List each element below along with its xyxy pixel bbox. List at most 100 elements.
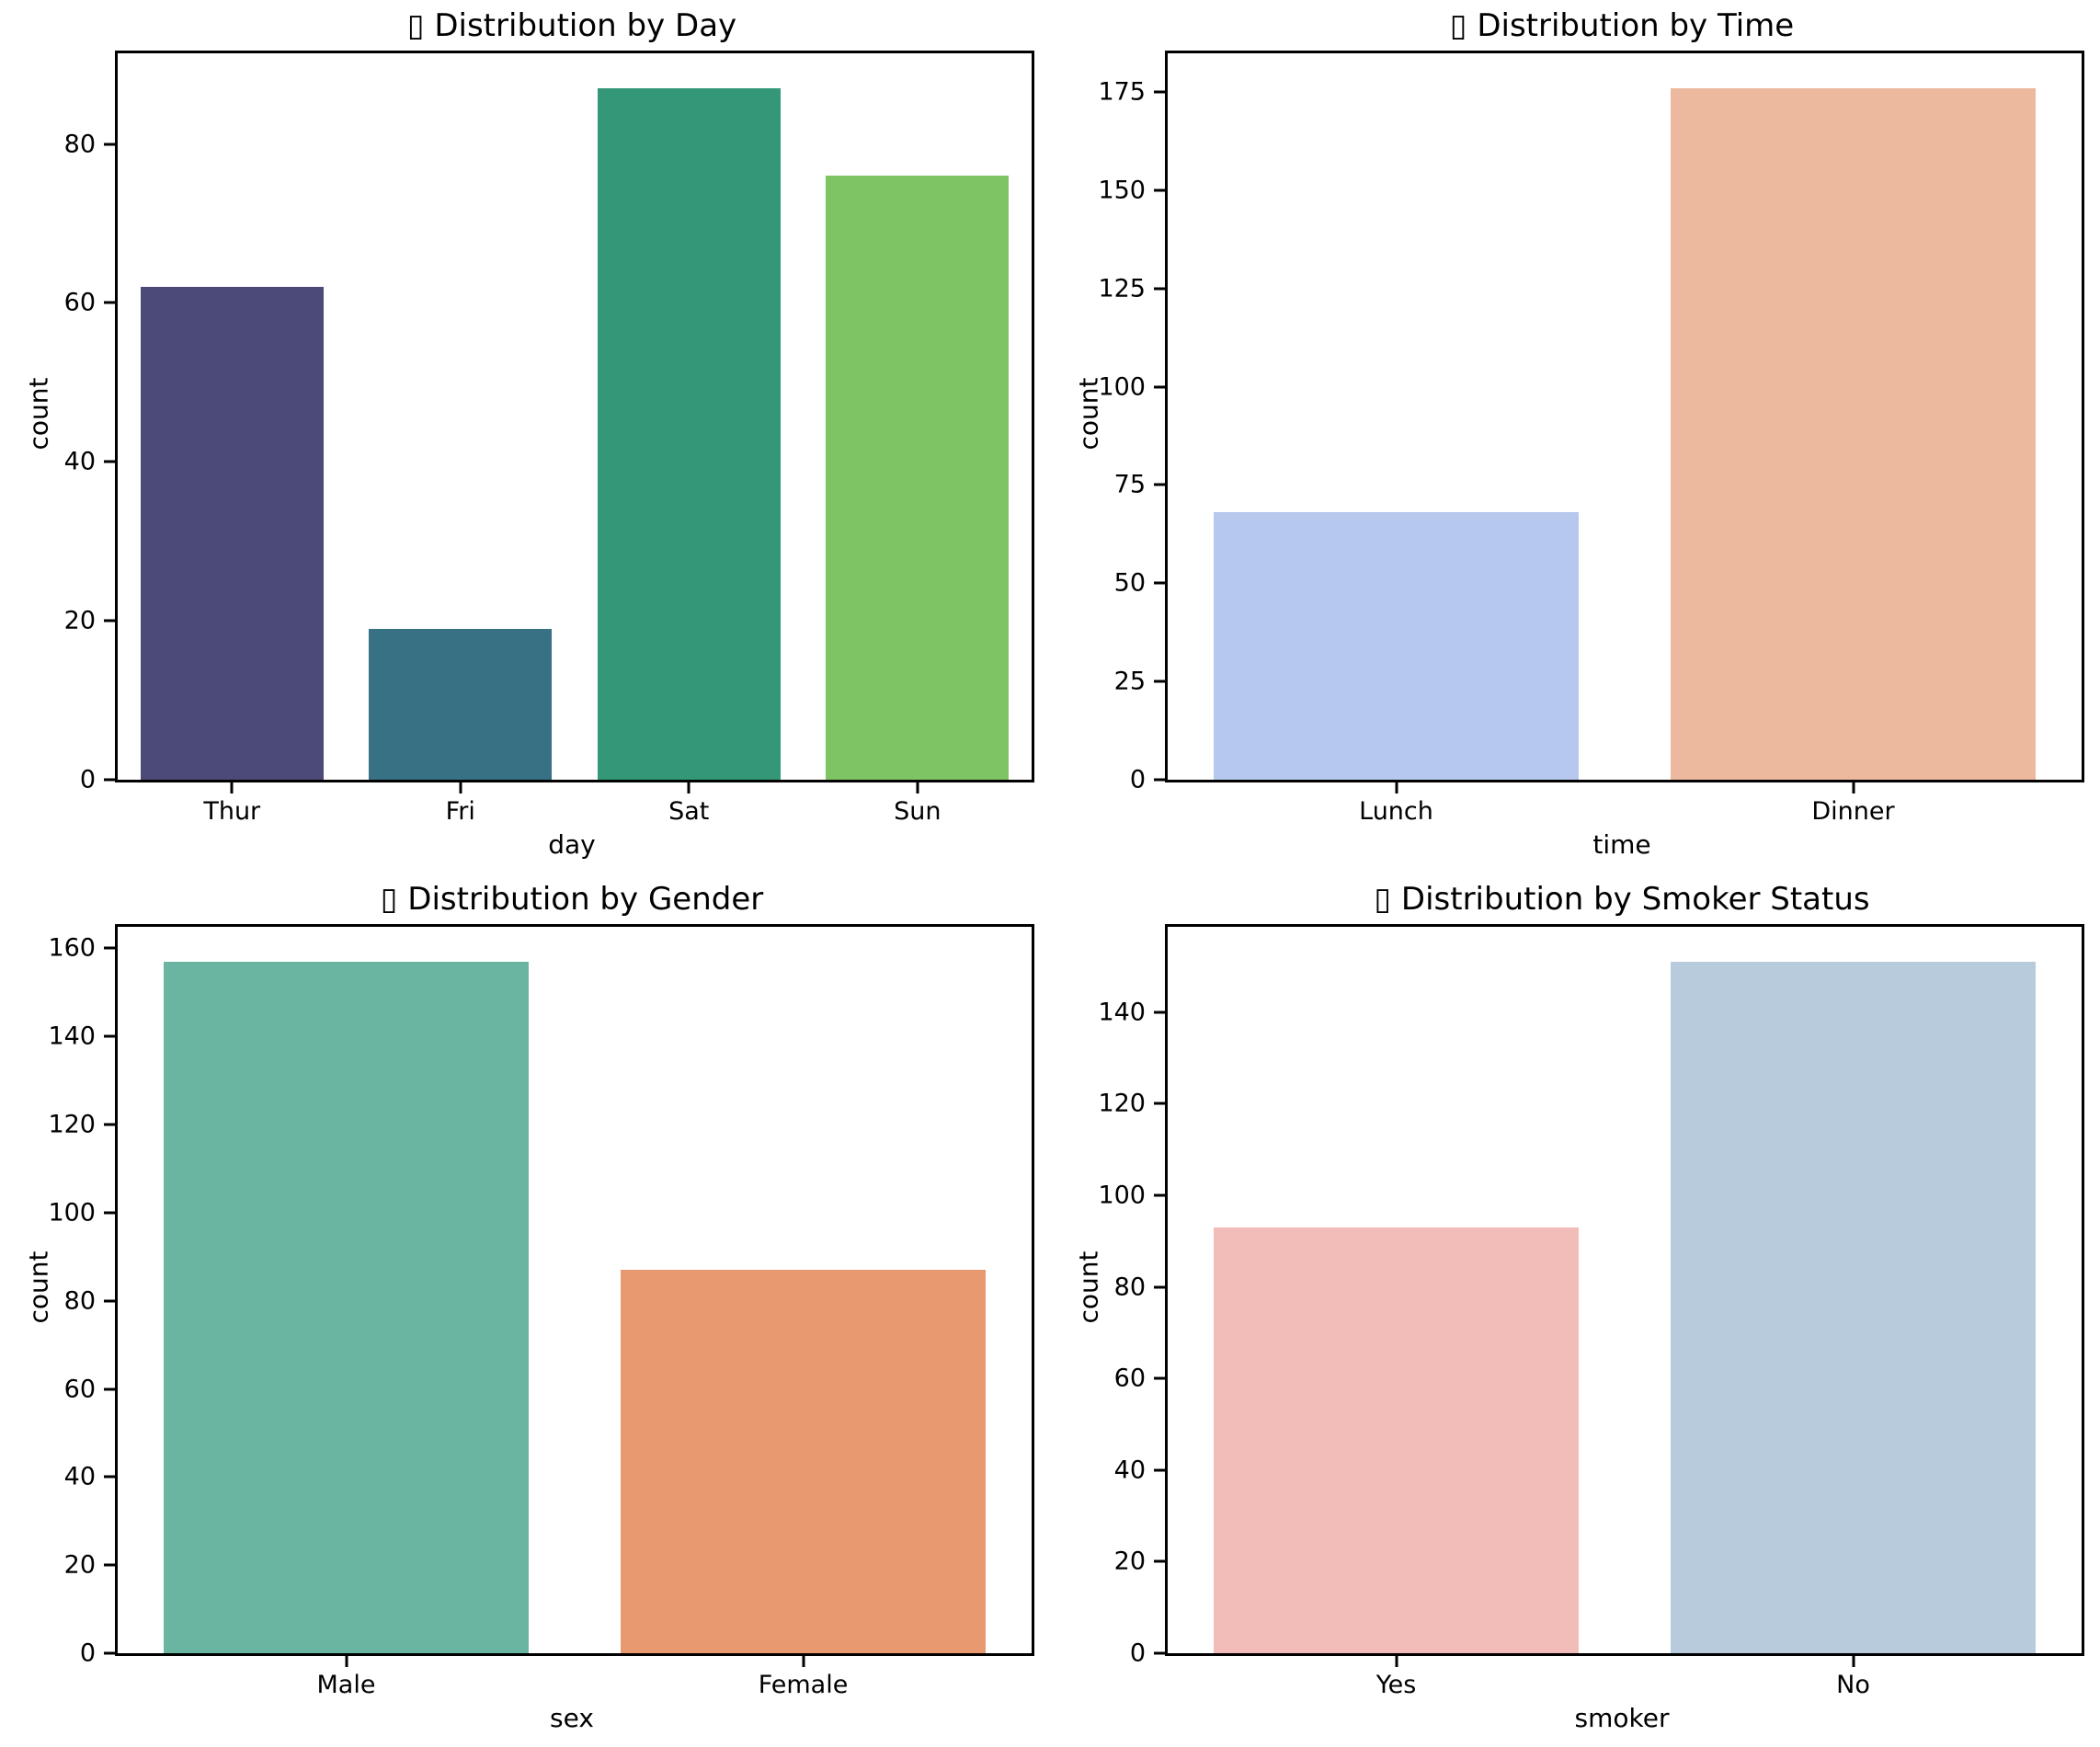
subplot-smoker: ▯ Distribution by Smoker Status count 0 2… (1050, 874, 2100, 1747)
y-tick-label: 25 (1113, 667, 1146, 696)
y-tick-mark (104, 460, 115, 463)
plot-area: 0 20 40 60 80 100 120 140 160 Male Female (48, 924, 1034, 1699)
y-axis-label: count (1073, 1250, 1104, 1324)
y-tick-label: 40 (63, 447, 96, 476)
y-axis-label: count (23, 1250, 54, 1324)
y-axis-label: count (23, 377, 54, 451)
y-tick-mark (1154, 287, 1165, 291)
y-tick-label: 100 (48, 1198, 96, 1227)
x-axis-label: day (548, 829, 596, 860)
y-tick-label: 40 (63, 1462, 96, 1491)
y-tick-mark (104, 1475, 115, 1479)
x-tick-mark (916, 782, 919, 794)
y-tick-mark (1154, 1011, 1165, 1014)
bar-thur (140, 287, 324, 780)
y-tick-label: 0 (79, 765, 96, 794)
subplot-day: ▯ Distribution by Day count 0 20 40 60 80 Thu… (0, 0, 1050, 874)
plot-area: 0 25 50 75 100 125 150 175 Lunch Dinner (1098, 51, 2084, 826)
chart-title: ▯ Distribution by Smoker Status (1374, 881, 1870, 918)
bar-male (163, 961, 530, 1653)
subplot-gender: ▯ Distribution by Gender count 0 20 40 60 80… (0, 874, 1050, 1747)
x-tick-mark (230, 782, 234, 794)
bar-sun (826, 176, 1010, 780)
y-tick-label: 175 (1098, 77, 1146, 107)
y-tick-mark (104, 778, 115, 782)
x-tick-label-dinner: Dinner (1811, 797, 1895, 826)
y-tick-label: 120 (1098, 1089, 1146, 1118)
y-tick-label: 100 (1098, 1181, 1146, 1210)
x-tick-mark (1852, 782, 1855, 794)
x-tick-label-sat: Sat (668, 797, 710, 826)
y-tick-mark (104, 946, 115, 950)
y-tick-mark (1154, 1468, 1165, 1472)
y-tick-label: 150 (1098, 176, 1146, 205)
y-tick-label: 140 (48, 1022, 96, 1051)
y-tick-label: 20 (63, 606, 96, 635)
x-axis-label: time (1592, 829, 1651, 860)
bar-no (1670, 961, 2037, 1653)
x-tick-label-male: Male (316, 1671, 376, 1699)
y-tick-mark (1154, 385, 1165, 388)
bar-female (620, 1270, 987, 1653)
y-tick-label: 60 (63, 1375, 96, 1404)
x-tick-mark (687, 782, 690, 794)
subplot-time: ▯ Distribution by Time count 0 25 50 75 100 1… (1050, 0, 2100, 874)
y-tick-mark (1154, 679, 1165, 683)
y-tick-mark (1154, 778, 1165, 782)
y-tick-label: 0 (1129, 1639, 1146, 1668)
y-tick-mark (1154, 1651, 1165, 1655)
y-tick-mark (104, 1563, 115, 1567)
chart-title: ▯ Distribution by Time (1449, 7, 1795, 44)
x-tick-mark (345, 1656, 348, 1667)
y-tick-label: 75 (1113, 470, 1146, 499)
y-tick-label: 0 (79, 1639, 96, 1668)
x-tick-label-female: Female (758, 1671, 849, 1699)
y-tick-label: 80 (1113, 1273, 1146, 1301)
x-tick-label-sun: Sun (894, 797, 942, 826)
y-tick-mark (104, 1211, 115, 1215)
y-tick-mark (1154, 1102, 1165, 1105)
y-tick-mark (104, 1387, 115, 1391)
y-tick-mark (1154, 1285, 1165, 1288)
y-tick-mark (104, 1034, 115, 1038)
y-tick-label: 50 (1113, 568, 1146, 598)
bar-sat (597, 88, 781, 780)
y-tick-label: 60 (1113, 1364, 1146, 1393)
y-tick-label: 100 (1098, 372, 1146, 401)
y-tick-mark (104, 619, 115, 622)
y-tick-label: 20 (63, 1550, 96, 1580)
y-tick-label: 120 (48, 1110, 96, 1139)
x-tick-label-thur: Thur (203, 797, 261, 826)
y-tick-label: 80 (63, 1286, 96, 1316)
x-tick-mark (1852, 1656, 1855, 1667)
x-tick-mark (1395, 782, 1398, 794)
x-axis-label: sex (550, 1703, 594, 1733)
bar-fri (369, 628, 553, 780)
y-tick-mark (104, 1651, 115, 1655)
x-axis-label: smoker (1574, 1703, 1670, 1733)
y-tick-mark (1154, 581, 1165, 585)
x-tick-mark (1395, 1656, 1398, 1667)
y-tick-mark (1154, 90, 1165, 94)
x-tick-label-yes: Yes (1375, 1671, 1417, 1699)
x-tick-mark (459, 782, 462, 794)
y-tick-mark (1154, 1193, 1165, 1197)
y-tick-label: 40 (1113, 1456, 1146, 1485)
x-tick-mark (802, 1656, 805, 1667)
y-tick-mark (1154, 188, 1165, 192)
chart-title: ▯ Distribution by Day (406, 7, 737, 44)
y-tick-mark (104, 1123, 115, 1126)
bar-yes (1213, 1227, 1580, 1653)
y-tick-mark (104, 1299, 115, 1303)
y-tick-label: 80 (63, 130, 96, 159)
bar-lunch (1213, 512, 1580, 780)
y-tick-mark (1154, 1559, 1165, 1563)
y-tick-mark (104, 143, 115, 146)
y-tick-label: 60 (63, 288, 96, 317)
y-tick-label: 20 (1113, 1547, 1146, 1576)
y-tick-mark (1154, 1376, 1165, 1380)
x-tick-label-no: No (1836, 1671, 1870, 1699)
chart-title: ▯ Distribution by Gender (380, 881, 764, 918)
y-tick-label: 160 (48, 933, 96, 963)
